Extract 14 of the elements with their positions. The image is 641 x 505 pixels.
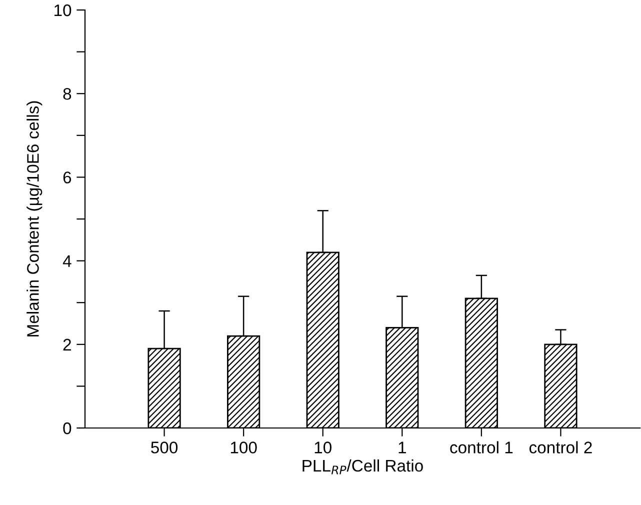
x-tick-label: 100 <box>230 442 257 454</box>
y-tick-label: 6 <box>63 172 72 184</box>
x-tick-label: 1 <box>398 442 406 454</box>
y-axis-title: Melanin Content (µg/10E6 cells) <box>26 101 42 336</box>
y-tick-label: 0 <box>63 422 72 434</box>
x-tick-label: control 1 <box>450 441 513 454</box>
y-tick-label: 4 <box>62 255 72 267</box>
x-tick-label: 10 <box>314 442 332 454</box>
x-tick-label: 500 <box>151 442 178 454</box>
y-tick-label: 8 <box>63 88 72 100</box>
x-axis-title: PLL$_{RP}$/Cell Ratio <box>302 459 423 474</box>
x-tick-label: control 2 <box>529 441 592 454</box>
y-tick-label: 10 <box>54 4 72 16</box>
y-tick-label: 2 <box>63 338 71 350</box>
